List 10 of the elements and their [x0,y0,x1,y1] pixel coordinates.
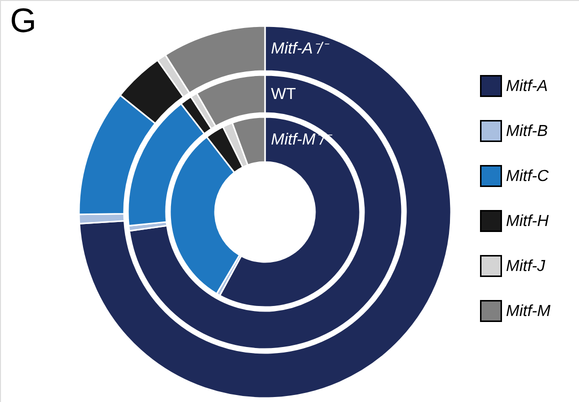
slice-label: Mitf-M⁻/⁻ [271,132,333,148]
slice-label: Mitf-A⁻/⁻ [271,40,330,58]
legend-label: Mitf-B [506,123,548,140]
legend-label: Mitf-A [506,78,548,95]
legend-label: Mitf-M [506,303,552,320]
legend-label: Mitf-H [506,213,550,230]
legend-label: Mitf-C [506,168,550,185]
slice-label: WT [271,86,296,103]
legend-label: Mitf-J [506,258,546,275]
chart-title: G [10,2,36,40]
